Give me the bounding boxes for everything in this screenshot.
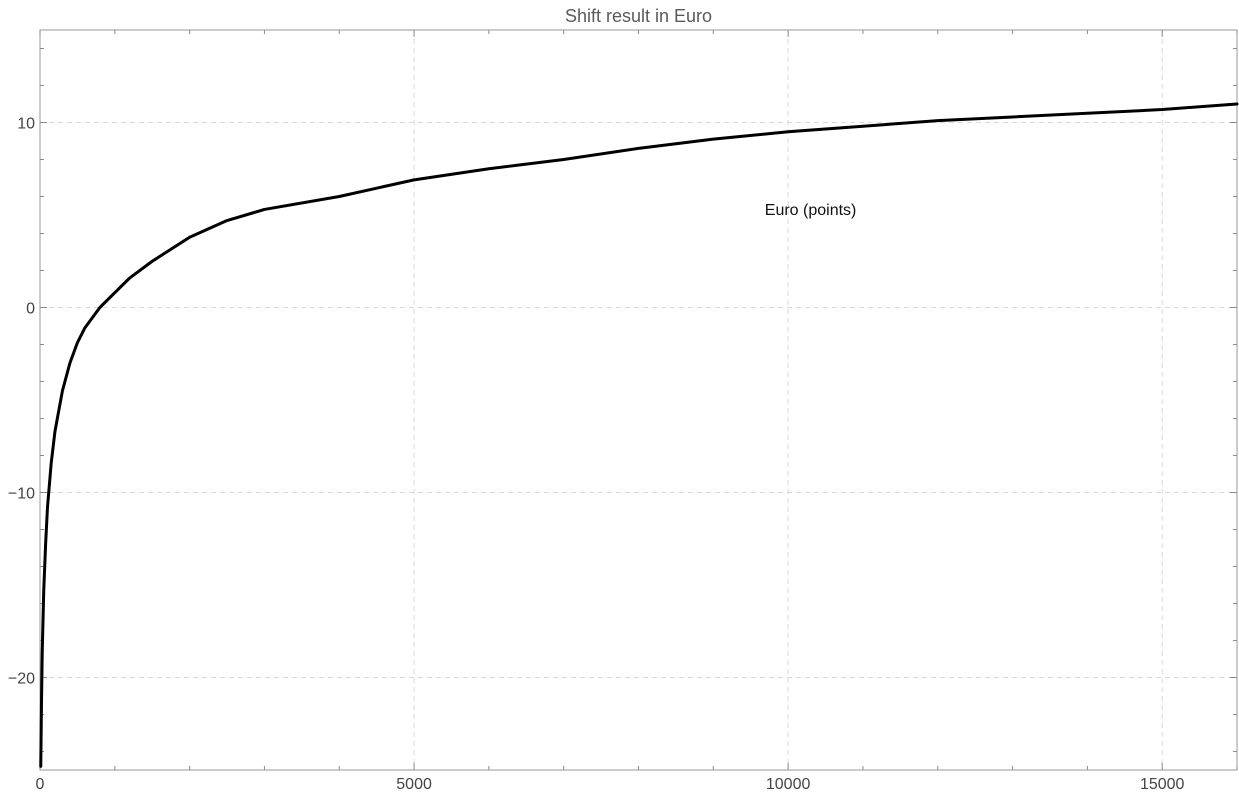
y-tick-label: 0 — [26, 301, 35, 318]
frame-layer — [39, 29, 1238, 771]
grid-layer — [40, 30, 1237, 770]
y-tick-label: 10 — [17, 116, 35, 133]
curve-annotation: Euro (points) — [765, 202, 857, 219]
x-tick-label: 5000 — [396, 776, 432, 793]
y-tick-label: −10 — [8, 486, 35, 503]
chart-title: Shift result in Euro — [565, 6, 712, 26]
series-layer — [39, 102, 1239, 768]
series-line — [39, 102, 1239, 768]
x-tick-label: 0 — [36, 776, 45, 793]
y-tick-label: −20 — [8, 671, 35, 688]
x-tick-label: 10000 — [766, 776, 811, 793]
x-tick-label: 15000 — [1140, 776, 1185, 793]
label-layer: 0 5000 10000 15000 −20 −10 0 10 Euro (points) — [8, 116, 1185, 793]
